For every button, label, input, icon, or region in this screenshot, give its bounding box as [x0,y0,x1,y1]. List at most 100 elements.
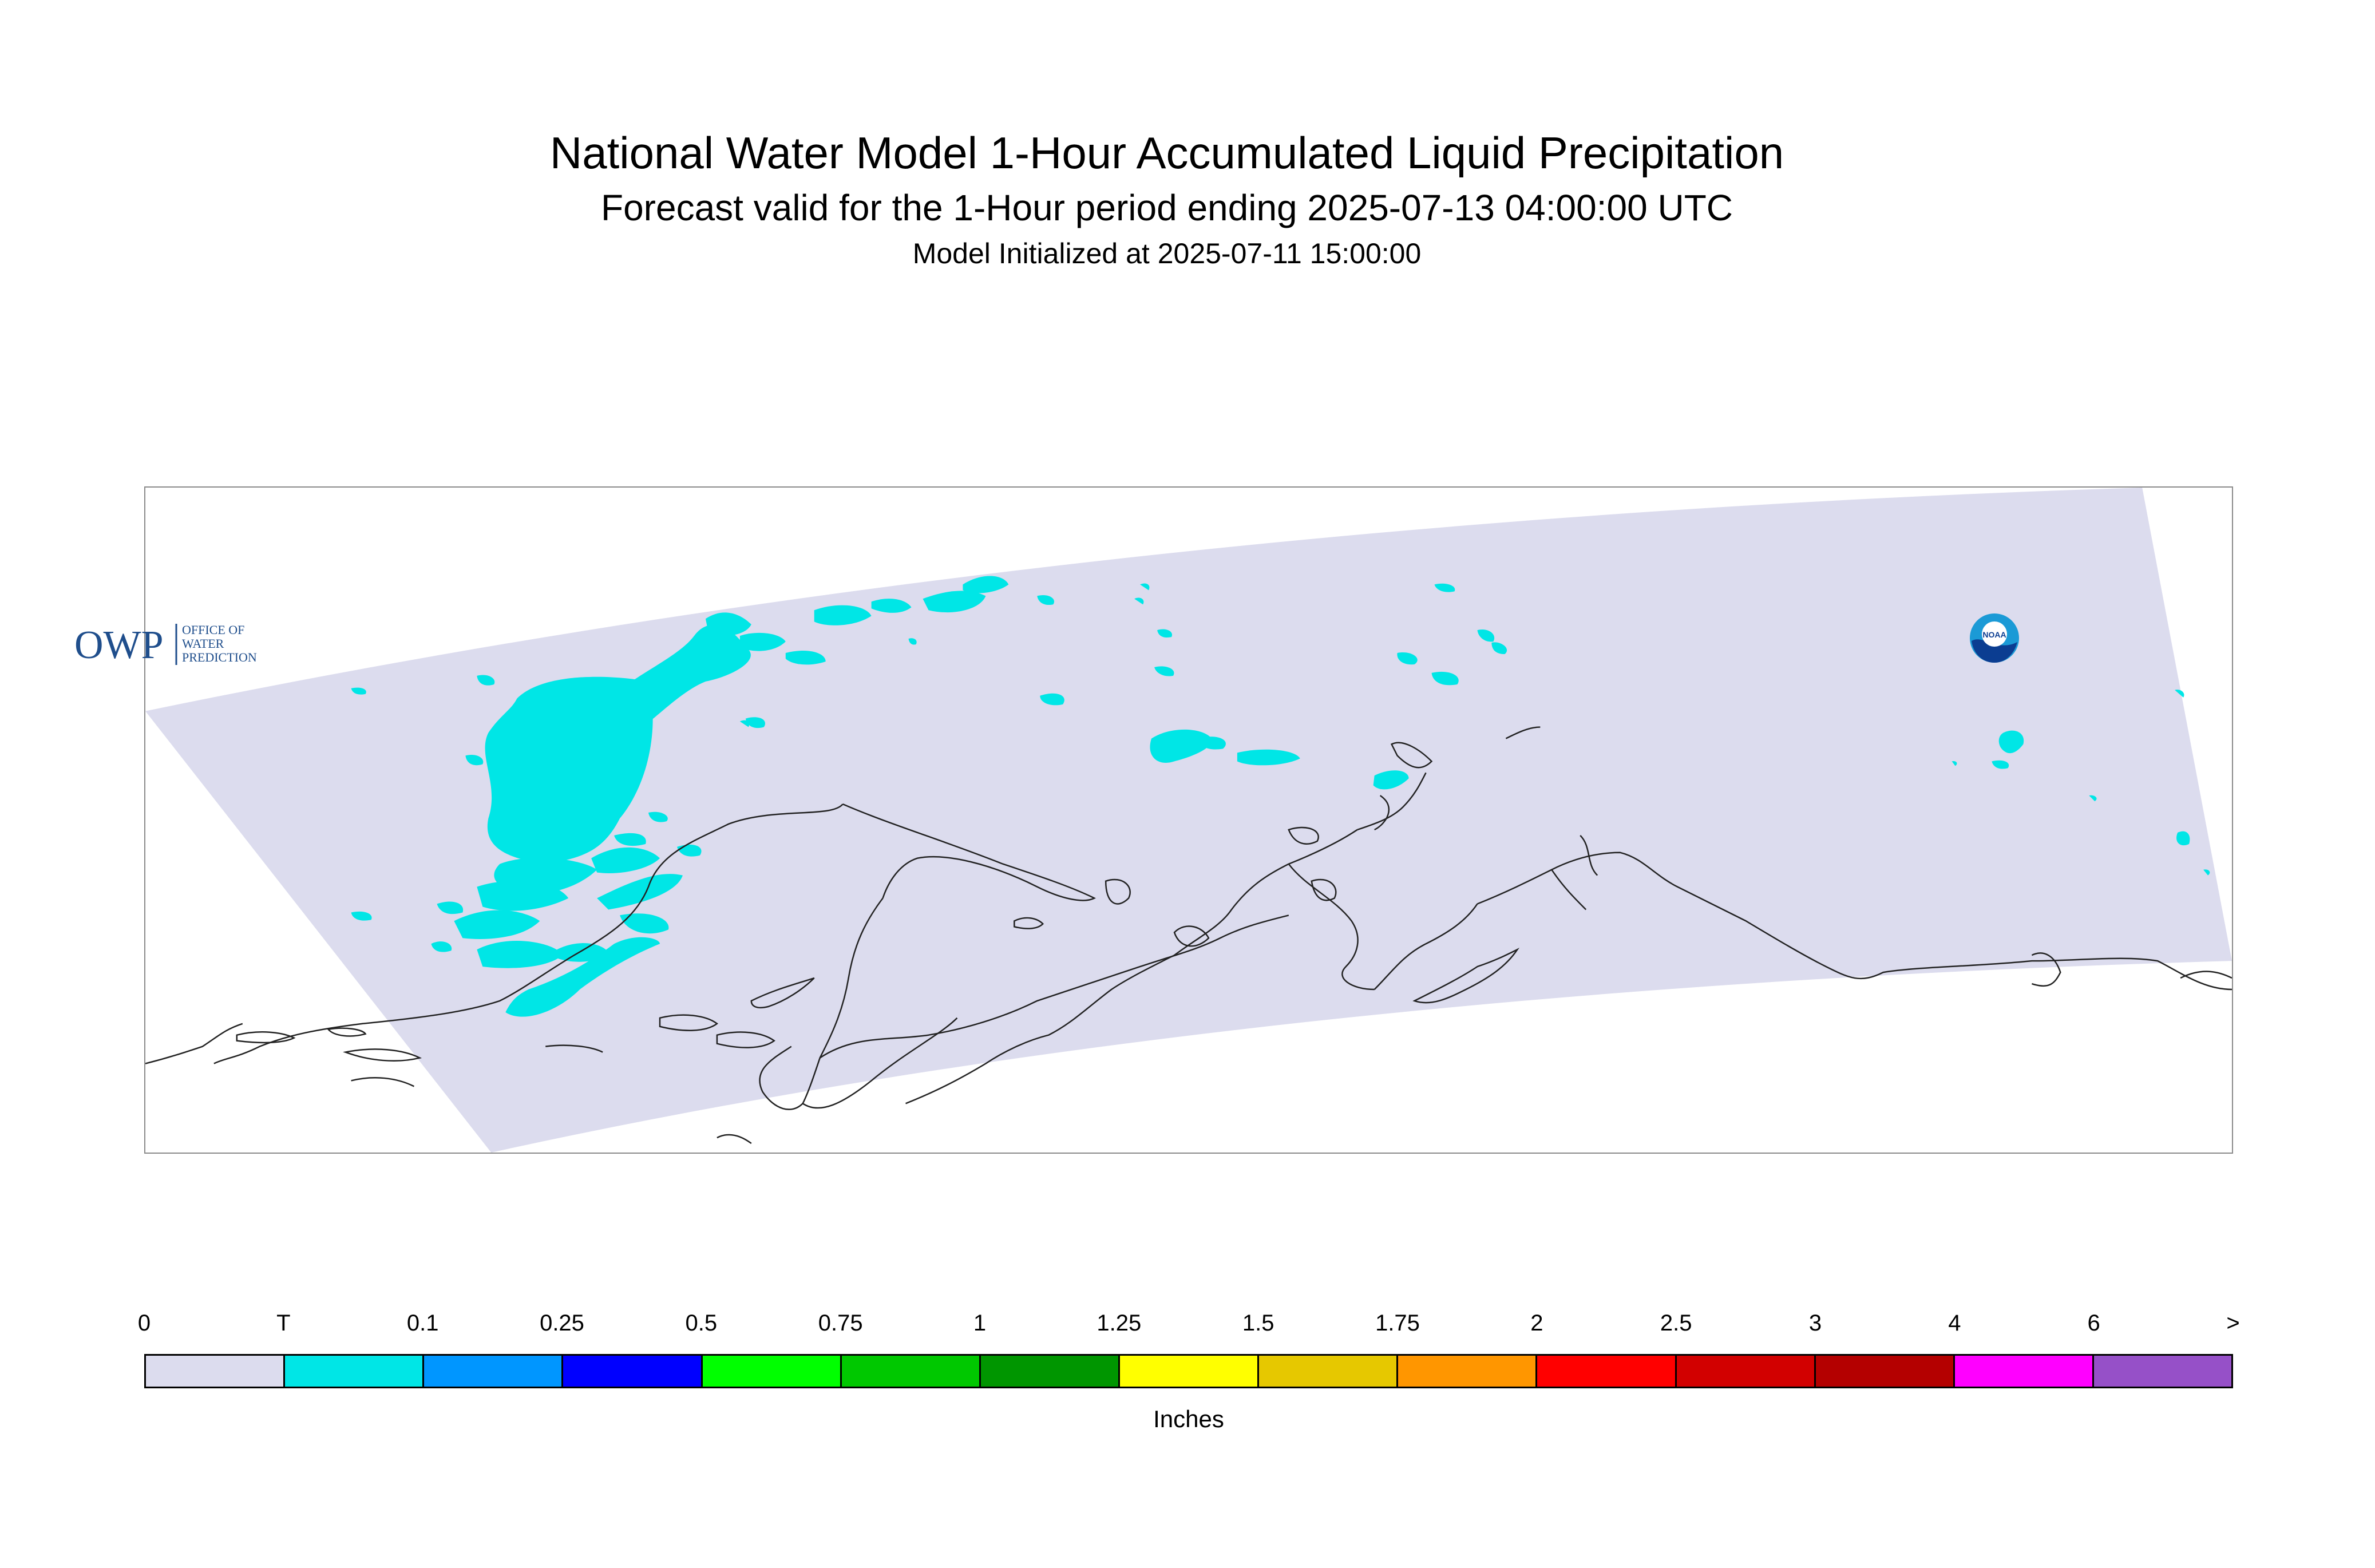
precip-area [1491,642,1507,654]
model-domain [145,488,2232,1153]
precip-area [620,913,669,934]
svg-text:NOAA: NOAA [1982,630,2006,639]
coastline [351,1077,415,1087]
precip-area [739,632,786,651]
precip-area [477,940,563,968]
legend-swatch [285,1356,425,1387]
precip-area [1952,761,1957,766]
precip-area [963,576,1009,593]
noaa-logo: NOAA [1969,612,2020,664]
coastline [2031,952,2061,987]
coastline [717,1134,752,1145]
legend-tick-label: 1.25 [1097,1310,1142,1336]
legend-tick-label: 0.25 [540,1310,584,1336]
legend-swatch [1954,1356,2094,1387]
map-title: National Water Model 1-Hour Accumulated … [549,128,1784,178]
precip-area [454,910,540,939]
legend-swatch [424,1356,564,1387]
precip-area [705,612,751,636]
legend-color-bar [144,1354,2233,1388]
svg-text:PREDICTION: PREDICTION [182,650,257,664]
legend-tick-label: 0.75 [818,1310,863,1336]
precip-area [1434,583,1455,592]
coastline [1551,869,1587,910]
legend-tick-label: 3 [1808,1310,1822,1336]
coastline [1477,852,2232,991]
precip-area [1237,749,1300,766]
coastlines [145,726,2232,1145]
coastline [1505,726,1541,739]
precip-area [2176,831,2190,846]
map-panel [144,486,2233,1154]
precip-area [1150,729,1212,763]
precip-area [437,901,464,914]
legend-tick-label: 0.5 [685,1310,718,1336]
coastline [1288,863,1375,991]
precip-area [1992,760,2009,769]
coastline [145,1023,243,1064]
precip-area [1140,583,1150,591]
precip-area [2175,690,2184,698]
precip-area [601,624,751,739]
legend-tick-label: 0 [137,1310,151,1336]
legend-tick-label: 1 [973,1310,987,1336]
precip-area [745,717,765,728]
precip-area [477,881,569,911]
model-init-text: Model Initialized at 2025-07-11 15:00:00 [912,237,1422,270]
coastline [1373,903,1478,990]
legend-tick-label: > [2226,1310,2240,1336]
precip-area [1154,666,1174,676]
precip-area [1373,770,1409,790]
precip-area [591,847,660,873]
owp-logo-graphic: OWP OFFICE OF WATER PREDICTION [74,623,257,667]
legend-swatch [1259,1356,1399,1387]
precipitation-areas [351,576,2210,1017]
precip-area [1157,629,1173,638]
coastline [213,803,844,1064]
legend-tick-label: 2.5 [1660,1310,1692,1336]
coastline [802,897,958,1109]
precip-area [648,811,668,822]
coastline [343,1048,422,1062]
coastline [1374,795,1390,831]
coastline [1357,772,1427,831]
coastline [842,803,1096,901]
precip-area [739,720,750,727]
coastline [1288,826,1319,845]
legend-swatch [563,1356,703,1387]
legend-swatch [1815,1356,1955,1387]
precip-area [1037,595,1055,605]
legend-swatch [1676,1356,1816,1387]
legend-swatch [702,1356,842,1387]
precip-area [785,650,826,665]
legend-swatch [1537,1356,1677,1387]
legend-tick-label: 2 [1530,1310,1543,1336]
coastline [1014,917,1044,929]
map-canvas [145,488,2232,1153]
coastline [2180,971,2232,979]
coastline [820,914,1289,1059]
coastline [1390,742,1433,769]
legend-tick-label: 1.5 [1242,1310,1274,1336]
legend-tick-label: 1.75 [1375,1310,1420,1336]
coastline [659,1014,718,1031]
legend-swatch [980,1356,1120,1387]
legend-swatch [841,1356,981,1387]
legend-tick-label: 6 [2087,1310,2100,1336]
coastline [716,1031,775,1048]
legend-units-label: Inches [1153,1405,1224,1432]
coastline [1173,925,1210,947]
coastline [327,1027,367,1037]
coastline [905,955,1175,1104]
precip-area [631,884,658,897]
svg-text:OFFICE OF: OFFICE OF [182,623,244,637]
precip-area [505,937,660,1017]
precip-area [351,687,366,695]
precip-area [923,591,986,613]
map-subtitle: Forecast valid for the 1-Hour period end… [600,187,1733,228]
precip-area [1998,730,2024,754]
coastline [1580,835,1598,876]
coastline [236,1031,296,1044]
noaa-logo-graphic: NOAA [1970,613,2019,663]
coastline [545,1044,603,1053]
